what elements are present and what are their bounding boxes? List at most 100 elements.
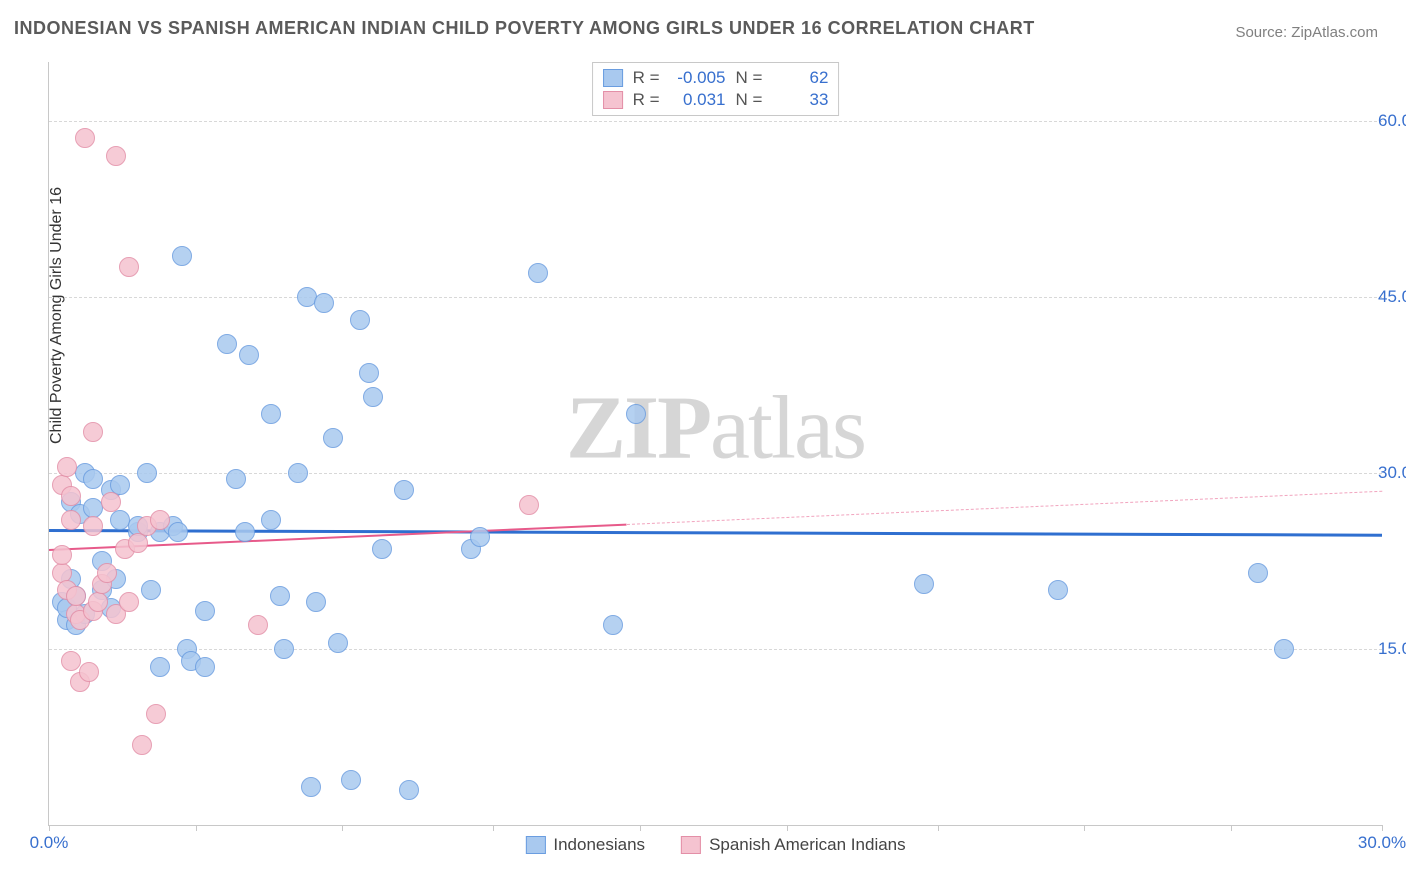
legend-item: Indonesians [525,835,645,855]
gridline [49,297,1382,298]
data-point [528,263,548,283]
y-tick-label: 60.0% [1378,111,1406,131]
stats-row: R = -0.005 N = 62 [603,67,829,89]
data-point [270,586,290,606]
data-point [248,615,268,635]
x-tick [640,825,641,831]
data-point [57,457,77,477]
data-point [350,310,370,330]
data-point [119,592,139,612]
data-point [470,527,490,547]
gridline [49,121,1382,122]
stat-label: R = [633,67,660,89]
data-point [288,463,308,483]
data-point [75,128,95,148]
source-text: Source: ZipAtlas.com [1235,24,1378,41]
x-tick [787,825,788,831]
r-value: -0.005 [670,67,726,89]
stat-label: N = [736,67,763,89]
data-point [83,516,103,536]
data-point [150,510,170,530]
x-tick [196,825,197,831]
data-point [372,539,392,559]
series-swatch [681,836,701,854]
legend-label: Indonesians [553,835,645,855]
data-point [52,545,72,565]
data-point [88,592,108,612]
data-point [328,633,348,653]
data-point [359,363,379,383]
gridline [49,473,1382,474]
data-point [239,345,259,365]
stats-row: R = 0.031 N = 33 [603,89,829,111]
data-point [626,404,646,424]
data-point [79,662,99,682]
x-tick [1382,825,1383,831]
x-tick [1231,825,1232,831]
x-tick-label: 0.0% [30,833,69,853]
data-point [399,780,419,800]
series-swatch [603,91,623,109]
data-point [106,146,126,166]
data-point [603,615,623,635]
data-point [261,404,281,424]
data-point [128,533,148,553]
y-axis-label: Child Poverty Among Girls Under 16 [48,187,66,444]
data-point [83,422,103,442]
scatter-plot: ZIPatlas Child Poverty Among Girls Under… [48,62,1382,826]
data-point [274,639,294,659]
data-point [141,580,161,600]
watermark: ZIPatlas [566,377,865,480]
data-point [146,704,166,724]
r-value: 0.031 [670,89,726,111]
data-point [301,777,321,797]
data-point [137,463,157,483]
data-point [341,770,361,790]
data-point [61,510,81,530]
regression-line-dashed [627,490,1382,524]
chart-title: INDONESIAN VS SPANISH AMERICAN INDIAN CH… [14,18,1035,39]
gridline [49,649,1382,650]
data-point [306,592,326,612]
watermark-prefix: ZIP [566,379,710,478]
data-point [61,486,81,506]
x-tick [938,825,939,831]
n-value: 33 [772,89,828,111]
y-tick-label: 30.0% [1378,463,1406,483]
y-tick-label: 15.0% [1378,639,1406,659]
y-tick-label: 45.0% [1378,287,1406,307]
data-point [1048,580,1068,600]
watermark-suffix: atlas [710,379,865,478]
data-point [168,522,188,542]
data-point [150,657,170,677]
data-point [1248,563,1268,583]
stat-label: R = [633,89,660,111]
data-point [61,651,81,671]
legend-item: Spanish American Indians [681,835,906,855]
data-point [261,510,281,530]
x-tick [49,825,50,831]
series-swatch [603,69,623,87]
data-point [394,480,414,500]
x-tick [342,825,343,831]
data-point [172,246,192,266]
data-point [235,522,255,542]
stat-label: N = [736,89,763,111]
data-point [101,492,121,512]
data-point [217,334,237,354]
data-point [195,601,215,621]
data-point [66,586,86,606]
legend-label: Spanish American Indians [709,835,906,855]
data-point [914,574,934,594]
data-point [119,257,139,277]
data-point [323,428,343,448]
x-tick [493,825,494,831]
data-point [363,387,383,407]
bottom-legend: Indonesians Spanish American Indians [525,835,905,855]
data-point [519,495,539,515]
series-swatch [525,836,545,854]
data-point [195,657,215,677]
n-value: 62 [772,67,828,89]
x-tick-label: 30.0% [1358,833,1406,853]
data-point [226,469,246,489]
